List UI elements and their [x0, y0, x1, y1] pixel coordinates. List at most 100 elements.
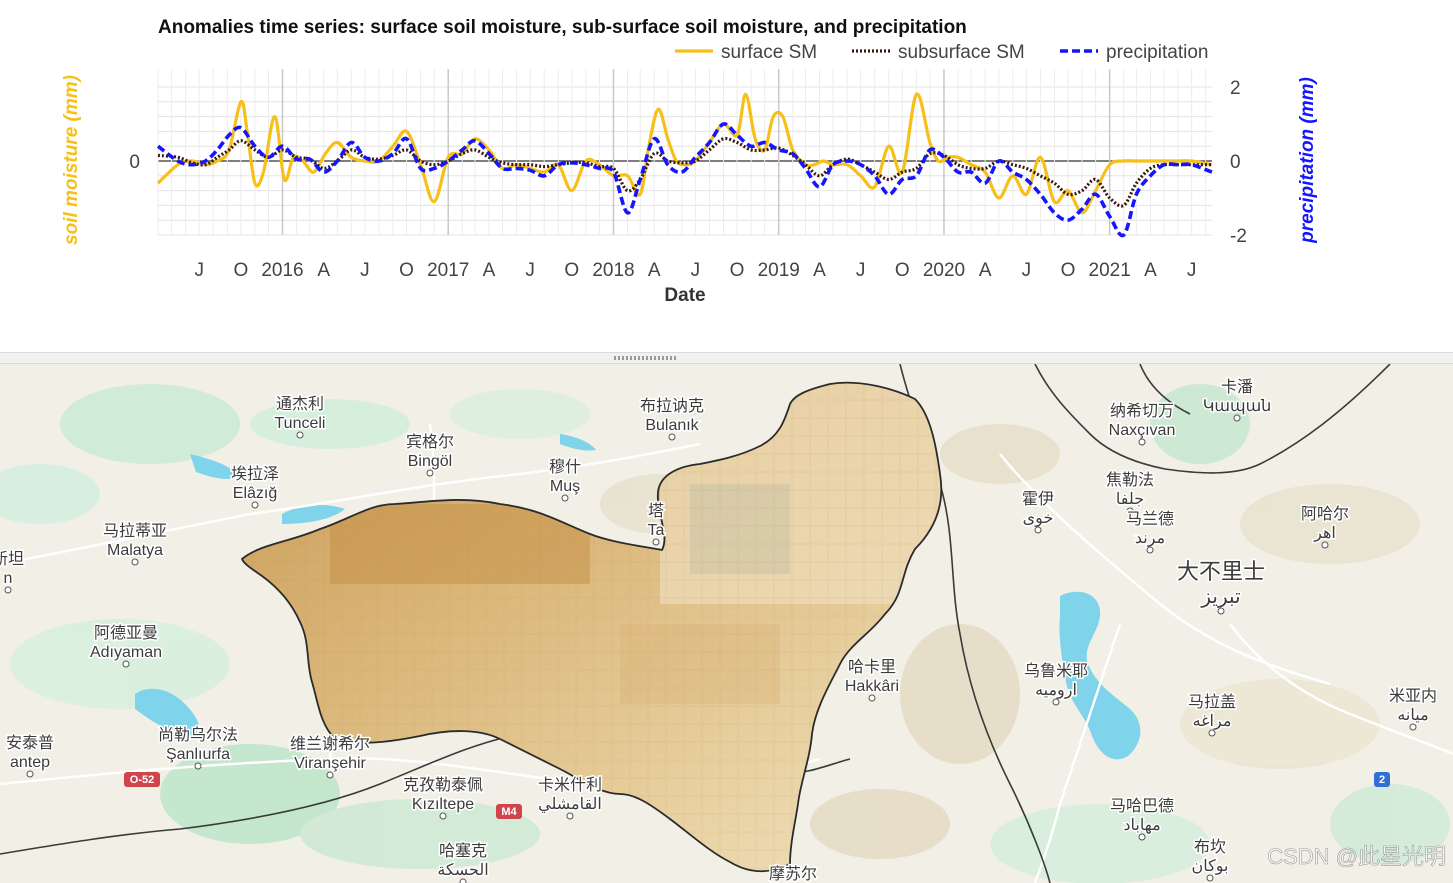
place-label-zh[interactable]: 哈卡里 — [846, 657, 897, 678]
place-label-zh[interactable]: 乌鲁米耶 — [1022, 661, 1089, 682]
x-tick-label: A — [648, 260, 661, 281]
place-label-zh[interactable]: 卡米什利 — [536, 775, 603, 796]
place-label-zh[interactable]: 米亚内 — [1387, 686, 1438, 707]
city-marker[interactable] — [1146, 546, 1154, 554]
place-label-local[interactable]: Elâzığ — [231, 484, 278, 504]
place-label-local[interactable]: جلفا — [1114, 490, 1145, 510]
place-label-local[interactable]: مرند — [1133, 529, 1166, 549]
city-marker[interactable] — [426, 469, 434, 477]
place-label-local[interactable]: تبریز — [1199, 585, 1242, 610]
place-label-zh[interactable]: 布拉讷克 — [638, 396, 705, 417]
place-label-local[interactable]: Hakkâri — [843, 677, 900, 697]
place-label-zh[interactable]: 卡潘 — [1219, 377, 1254, 398]
city-marker[interactable] — [1409, 723, 1417, 731]
place-label-local[interactable]: Viranşehir — [293, 754, 368, 774]
place-label-local[interactable]: Bingöl — [406, 452, 453, 472]
place-label-local[interactable]: بوکان — [1190, 857, 1230, 877]
x-tick-label: 2016 — [261, 260, 303, 281]
chart-canvas: J O 2016 A J O 2017 A J O 2018 A J O 2019 A J O 2020 A J O 202… — [61, 17, 1318, 306]
place-label-local[interactable]: Malatya — [105, 541, 164, 561]
x-tick-label: J — [360, 260, 370, 281]
place-label-zh[interactable]: 焦勒法 — [1104, 470, 1155, 491]
city-marker[interactable] — [1052, 698, 1060, 706]
place-label-zh[interactable]: 尚勒乌尔法 — [156, 725, 239, 746]
place-label-zh[interactable]: 通杰利 — [274, 394, 325, 415]
place-label-local[interactable]: القامشلي — [537, 795, 604, 815]
splitter-grip-handle[interactable] — [614, 356, 676, 360]
city-marker[interactable] — [131, 558, 139, 566]
place-label-local[interactable]: Tunceli — [273, 414, 327, 434]
place-label-local[interactable]: Կապան — [1201, 397, 1273, 417]
x-tick-label: 2021 — [1089, 260, 1131, 281]
place-label-zh[interactable]: 穆什 — [547, 457, 582, 478]
city-marker[interactable] — [1217, 607, 1225, 615]
city-marker[interactable] — [459, 878, 467, 883]
place-label-zh[interactable]: 新坦 — [0, 549, 26, 570]
panel-splitter[interactable] — [0, 352, 1453, 364]
city-marker[interactable] — [122, 660, 130, 668]
city-marker[interactable] — [326, 771, 334, 779]
x-tick-label: J — [525, 260, 535, 281]
city-marker[interactable] — [26, 770, 34, 778]
city-marker[interactable] — [251, 501, 259, 509]
place-label-local[interactable]: اهر — [1312, 524, 1338, 544]
city-marker[interactable] — [1208, 729, 1216, 737]
place-label-zh[interactable]: 宾格尔 — [404, 432, 455, 453]
city-marker[interactable] — [4, 586, 12, 594]
city-marker[interactable] — [296, 431, 304, 439]
place-label-local[interactable]: n — [2, 569, 14, 589]
city-marker[interactable] — [566, 812, 574, 820]
city-marker[interactable] — [868, 694, 876, 702]
city-marker[interactable] — [1138, 438, 1146, 446]
place-label-local[interactable]: ارومیه — [1034, 681, 1079, 701]
place-label-zh[interactable]: 哈塞克 — [437, 841, 488, 862]
place-label-zh[interactable]: 克孜勒泰佩 — [401, 775, 484, 796]
y-right-tick-label: 2 — [1230, 78, 1241, 99]
place-label-zh[interactable]: 霍伊 — [1020, 489, 1055, 510]
city-marker[interactable] — [1126, 507, 1134, 515]
x-tick-label: J — [1187, 260, 1197, 281]
place-label-zh[interactable]: 大不里士 — [1175, 558, 1266, 586]
place-label-zh[interactable]: 安泰普 — [4, 733, 55, 754]
y-right-tick-label: -2 — [1230, 226, 1247, 247]
place-label-zh[interactable]: 马拉蒂亚 — [101, 521, 168, 542]
place-label-local[interactable]: خوی — [1021, 509, 1055, 529]
city-marker[interactable] — [1321, 541, 1329, 549]
place-label-zh[interactable]: 纳希切万 — [1108, 401, 1175, 422]
place-label-local[interactable]: Bulanık — [644, 416, 701, 436]
place-label-zh[interactable]: 马兰德 — [1124, 509, 1175, 530]
place-label-zh[interactable]: 埃拉泽 — [229, 464, 280, 485]
city-marker[interactable] — [561, 494, 569, 502]
place-label-zh[interactable]: 阿哈尔 — [1299, 504, 1350, 525]
place-label-local[interactable]: Adıyaman — [88, 643, 163, 663]
city-marker[interactable] — [1206, 874, 1214, 882]
city-marker[interactable] — [194, 762, 202, 770]
x-tick-label: 2018 — [592, 260, 634, 281]
place-label-local[interactable]: مهاباد — [1122, 816, 1162, 836]
city-marker[interactable] — [652, 538, 660, 546]
place-label-local[interactable]: Şanlıurfa — [164, 745, 231, 765]
place-label-local[interactable]: Naxçıvan — [1107, 421, 1177, 441]
place-label-zh[interactable]: 塔 — [646, 501, 665, 522]
place-label-zh[interactable]: 维兰谢希尔 — [288, 734, 371, 755]
place-label-local[interactable]: Ta — [646, 521, 666, 541]
place-label-local[interactable]: Muş — [548, 477, 581, 497]
city-marker[interactable] — [1233, 414, 1241, 422]
city-marker[interactable] — [668, 433, 676, 441]
map-panel[interactable]: O-52 M4 2 通杰利 Tunceli 布拉讷克 Bulanık 宾格尔 Bingöl… — [0, 364, 1453, 883]
city-marker[interactable] — [1138, 833, 1146, 841]
place-label-zh[interactable]: 布坎 — [1192, 837, 1227, 858]
place-label-local[interactable]: Kızıltepe — [410, 795, 475, 815]
place-label-local[interactable]: antep — [8, 753, 51, 773]
city-marker[interactable] — [1034, 526, 1042, 534]
place-label-local[interactable]: الحسكة — [436, 861, 490, 881]
place-label-zh[interactable]: 摩苏尔 — [767, 864, 818, 883]
place-label-local[interactable]: مراغه — [1191, 712, 1233, 732]
place-label-zh[interactable]: 马拉盖 — [1186, 692, 1237, 713]
place-label-local[interactable]: میانه — [1396, 706, 1430, 726]
place-label-zh[interactable]: 阿德亚曼 — [92, 623, 159, 644]
city-marker[interactable] — [439, 812, 447, 820]
place-label-zh[interactable]: 马哈巴德 — [1108, 796, 1175, 817]
